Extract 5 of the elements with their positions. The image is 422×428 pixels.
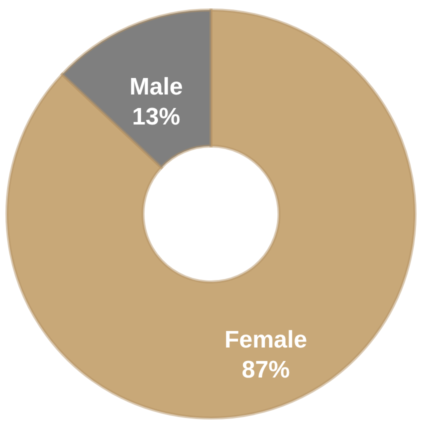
data-label: 87% [242, 356, 290, 384]
donut-slice [6, 8, 416, 420]
slice-label: Male [130, 73, 183, 100]
slice-label: Female [224, 326, 308, 354]
data-label: 13% [132, 103, 180, 130]
